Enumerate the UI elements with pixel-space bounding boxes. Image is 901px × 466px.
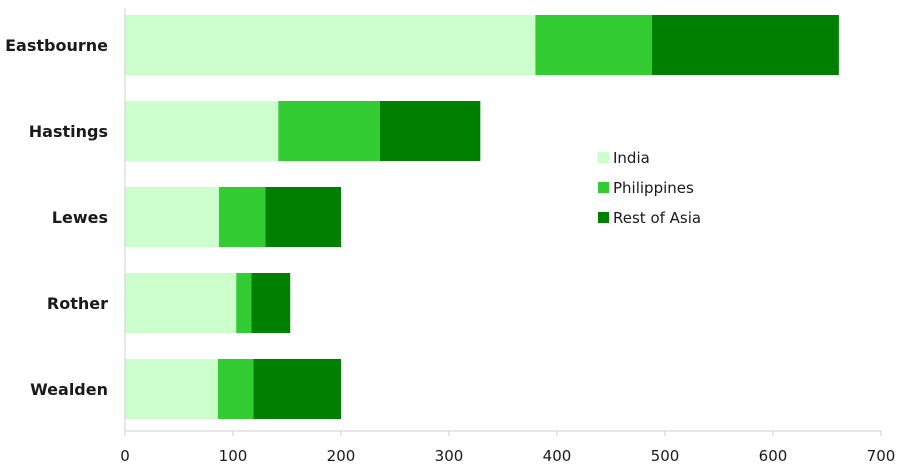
category-label: Lewes xyxy=(52,208,108,227)
bars-group xyxy=(125,15,839,419)
bar-hastings-rest-of-asia xyxy=(379,101,481,161)
category-label: Hastings xyxy=(29,122,108,141)
legend-label: Rest of Asia xyxy=(613,209,701,227)
bar-eastbourne-philippines xyxy=(535,15,653,75)
x-tick-label: 500 xyxy=(651,447,680,465)
category-label: Rother xyxy=(47,294,108,313)
bar-lewes-rest-of-asia xyxy=(265,187,341,247)
bar-lewes-india xyxy=(125,187,219,247)
x-tick-labels: 0 100 200 300 400 500 600 700 xyxy=(120,447,895,465)
bar-wealden-rest-of-asia xyxy=(253,359,341,419)
bar-wealden-india xyxy=(125,359,218,419)
bar-rother-rest-of-asia xyxy=(251,273,291,333)
legend-swatch-india xyxy=(598,152,609,163)
category-labels: Eastbourne Hastings Lewes Rother Wealden xyxy=(5,36,108,399)
bar-rother-india xyxy=(125,273,237,333)
axes-group xyxy=(124,8,882,436)
legend-label: Philippines xyxy=(613,179,694,197)
x-tick-label: 400 xyxy=(543,447,572,465)
x-tick-label: 100 xyxy=(219,447,248,465)
x-tick-label: 700 xyxy=(867,447,896,465)
x-tick-label: 0 xyxy=(120,447,130,465)
bar-hastings-philippines xyxy=(278,101,380,161)
bar-lewes-philippines xyxy=(218,187,266,247)
bar-hastings-india xyxy=(125,101,279,161)
x-tick-label: 600 xyxy=(759,447,788,465)
category-label: Eastbourne xyxy=(5,36,108,55)
legend-swatch-rest-of-asia xyxy=(598,212,609,223)
x-tick-label: 200 xyxy=(327,447,356,465)
bar-eastbourne-india xyxy=(125,15,536,75)
bar-wealden-philippines xyxy=(217,359,254,419)
legend-label: India xyxy=(613,149,650,167)
x-tick-label: 300 xyxy=(435,447,464,465)
legend: India Philippines Rest of Asia xyxy=(598,149,701,227)
bar-eastbourne-rest-of-asia xyxy=(652,15,839,75)
bar-rother-philippines xyxy=(236,273,252,333)
category-label: Wealden xyxy=(30,380,108,399)
legend-swatch-philippines xyxy=(598,182,609,193)
